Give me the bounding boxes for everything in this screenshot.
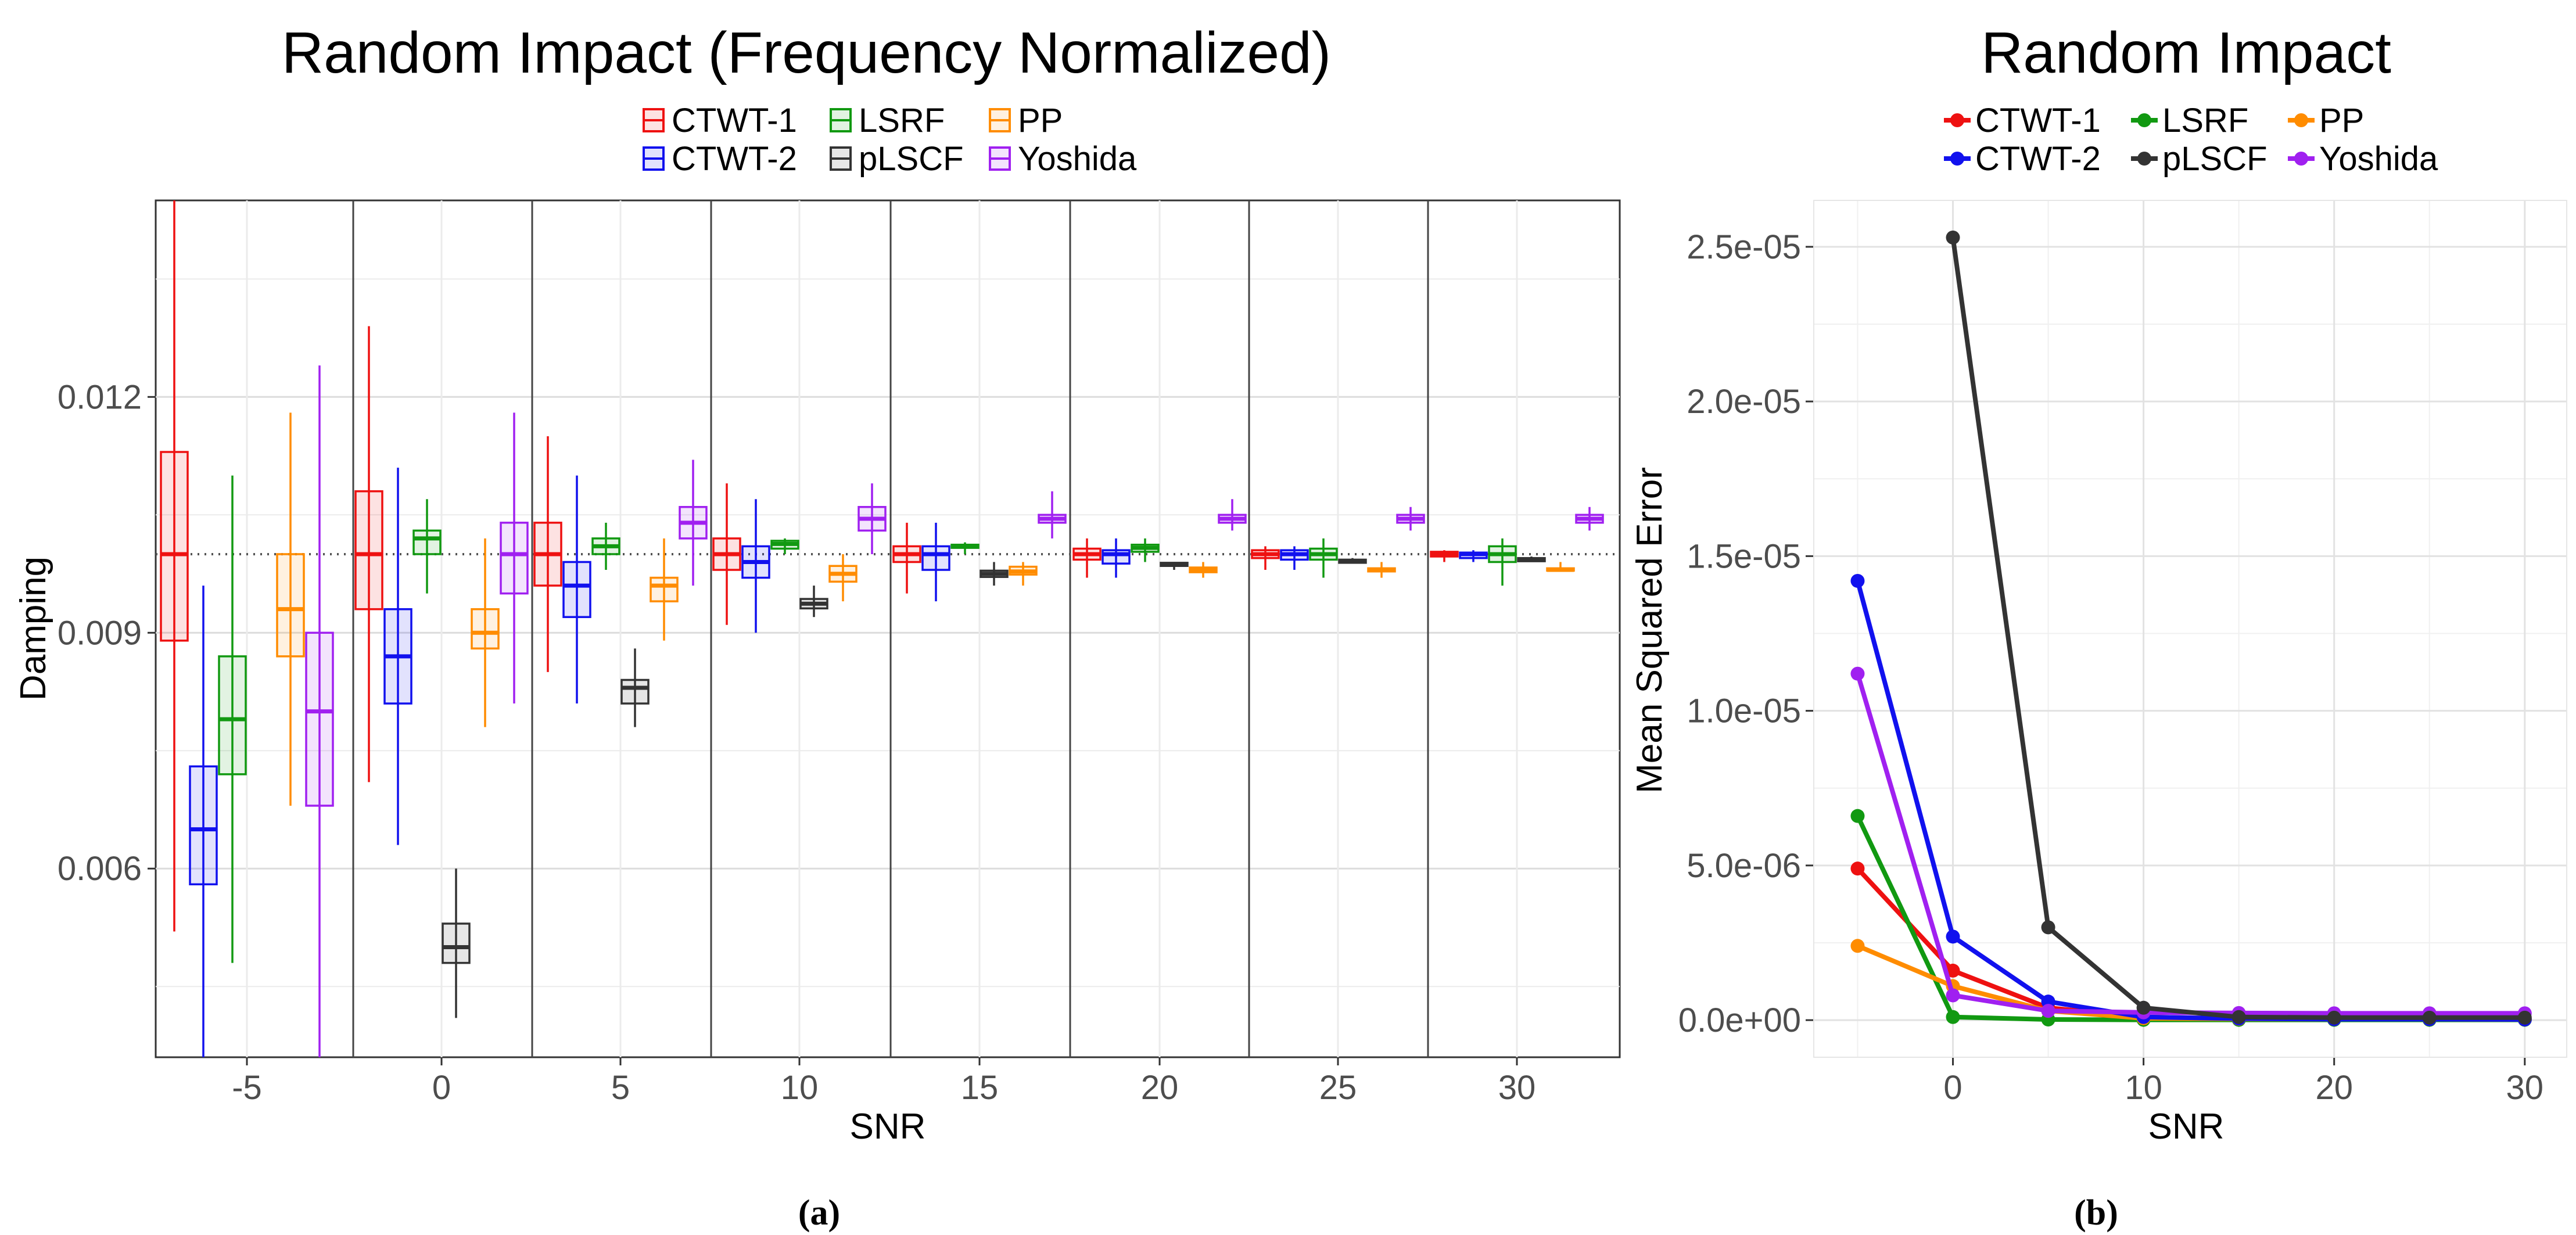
legend-label-plscf: pLSCF	[2162, 140, 2268, 178]
series-point-plscf	[2327, 1010, 2341, 1025]
series-line-ctwt-2	[1855, 580, 2525, 1022]
panel-a-title: Random Impact (Frequency Normalized)	[282, 20, 1331, 85]
panel-b-x-tick-label: 30	[2506, 1069, 2544, 1107]
box-ctwt-1	[354, 490, 383, 611]
panel-a-legend: CTWT-1 LSRF PP CTWT-2 pLSCF Yoshida	[643, 102, 1137, 178]
series-point-yoshida	[1946, 988, 1960, 1003]
legend-label-yoshida: Yoshida	[1018, 140, 1137, 178]
panel-b-x-tick-label: 10	[2125, 1069, 2162, 1107]
series-point-ctwt-1	[1850, 861, 1865, 876]
panel-a-x-tick-label: 15	[961, 1069, 999, 1107]
panel-b-y-tick-label: 0.0e+00	[1678, 1001, 1801, 1039]
series-line-yoshida	[1855, 673, 2525, 1016]
box-plscf	[620, 678, 650, 705]
series-point-yoshida	[2041, 1004, 2055, 1018]
panel-a-x-tick-label: 30	[1498, 1069, 1536, 1107]
box-pp	[650, 576, 679, 602]
box-pp	[276, 553, 305, 658]
panel-a-x-tick-label: 25	[1319, 1069, 1357, 1107]
legend-label-pp: PP	[2319, 102, 2364, 139]
panel-a-x-tick-label: 10	[781, 1069, 819, 1107]
series-point-lsrf	[1946, 1010, 1960, 1024]
panel-b-plot-frame	[1813, 200, 2567, 1058]
box-lsrf	[412, 529, 442, 555]
panel-b-legend: CTWT-1 LSRF PP CTWT-2 pLSCF Yoshida	[1944, 102, 2438, 178]
series-point-plscf	[2041, 920, 2055, 935]
series-point-yoshida	[1850, 666, 1865, 681]
legend-key-point-ctwt-1	[1950, 113, 1964, 127]
legend-label-ctwt-1: CTWT-1	[1975, 102, 2101, 139]
panel-a-y-tick-label: 0.009	[58, 614, 142, 652]
panel-a-x-tick-label: 20	[1141, 1069, 1179, 1107]
legend-label-pp: PP	[1018, 102, 1063, 139]
legend-key-point-plscf	[2137, 152, 2151, 166]
panel-b-y-tick-label: 2.5e-05	[1687, 228, 1801, 266]
series-point-plscf	[2231, 1010, 2246, 1024]
panel-b-x-tick-label: 0	[1943, 1069, 1962, 1107]
legend-label-plscf: pLSCF	[859, 140, 964, 178]
series-point-plscf	[2422, 1010, 2437, 1025]
panel-a-x-tick-label: 5	[611, 1069, 630, 1107]
panel-a-y-label: Damping	[13, 557, 53, 701]
panel-a-y-tick-label: 0.006	[58, 850, 142, 888]
panel-b-plot: 0 10 20 30 0.0e+00 5.0e-06 1.0e-05 1.5e-05 2.0e-…	[1678, 200, 2567, 1107]
box-pp	[471, 608, 500, 650]
panel-b-title: Random Impact	[1981, 20, 2391, 85]
panel-a-plot-frame	[155, 199, 1621, 1058]
legend-label-ctwt-2: CTWT-2	[672, 140, 797, 178]
box-plscf	[442, 922, 471, 964]
legend-key-point-pp	[2294, 113, 2308, 127]
panel-b-y-tick-label: 1.5e-05	[1687, 537, 1801, 575]
legend-key-point-ctwt-2	[1950, 152, 1964, 166]
panel-a-x-label: SNR	[850, 1107, 926, 1147]
box-ctwt-2	[921, 545, 950, 571]
legend-label-yoshida: Yoshida	[2319, 140, 2438, 178]
box-ctwt-2	[562, 561, 591, 618]
panel-b-y-tick-label: 1.0e-05	[1687, 692, 1801, 730]
panel-b-x-label: SNR	[2148, 1107, 2225, 1147]
box-ctwt-1	[160, 451, 189, 642]
series-point-pp	[1850, 939, 1865, 953]
legend-label-ctwt-1: CTWT-1	[672, 102, 797, 139]
legend-label-lsrf: LSRF	[859, 102, 945, 139]
series-point-ctwt-1	[1946, 963, 1960, 978]
legend-key-point-yoshida	[2294, 152, 2308, 166]
panel-b-y-label: Mean Squared Error	[1630, 467, 1670, 794]
panel-b-caption: (b)	[2074, 1193, 2118, 1233]
box-ctwt-2	[189, 765, 218, 886]
series-point-ctwt-2	[1850, 573, 1865, 588]
series-point-ctwt-2	[1946, 929, 1960, 944]
series-point-plscf	[1946, 230, 1960, 245]
panel-b-y-tick-label: 5.0e-06	[1687, 847, 1801, 885]
panel-b-x-tick-label: 20	[2315, 1069, 2353, 1107]
panel-a-plot: 0.006 0.009 0.012 -5 0 5 10 15 20 25 30	[58, 200, 1620, 1107]
legend-label-lsrf: LSRF	[2162, 102, 2248, 139]
series-point-plscf	[2136, 1000, 2151, 1015]
series-point-plscf	[2517, 1010, 2532, 1025]
panel-b-y-tick-label: 2.0e-05	[1687, 383, 1801, 421]
box-lsrf	[218, 655, 247, 776]
panel-a-boxes	[160, 200, 1604, 1057]
panel-a-x-tick-label: 0	[432, 1069, 451, 1107]
panel-a-x-tick-label: -5	[232, 1069, 262, 1107]
panel-a-y-tick-label: 0.012	[58, 378, 142, 416]
box-yoshida	[305, 631, 334, 807]
legend-key-point-lsrf	[2137, 113, 2151, 127]
panel-a-caption: (a)	[798, 1193, 840, 1233]
series-point-lsrf	[1850, 809, 1865, 823]
box-yoshida	[500, 522, 529, 595]
legend-label-ctwt-2: CTWT-2	[1975, 140, 2101, 178]
